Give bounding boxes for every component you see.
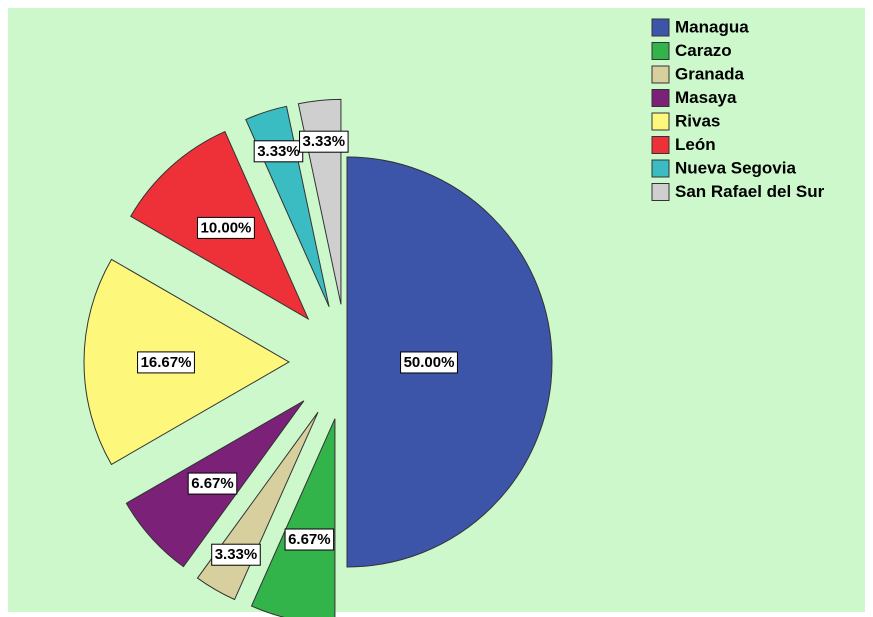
legend-swatch — [651, 89, 670, 107]
legend-swatch — [651, 183, 670, 201]
data-label-box — [211, 543, 261, 566]
legend-swatch — [651, 136, 670, 154]
data-label-box — [284, 528, 335, 551]
data-label: 10.00% — [201, 219, 252, 236]
data-label-box — [197, 216, 255, 239]
legend-label: León — [675, 135, 716, 154]
legend-label: San Rafael del Sur — [675, 182, 825, 201]
legend-label: Masaya — [675, 88, 737, 107]
legend-swatch — [651, 18, 670, 37]
data-label: 16.67% — [141, 354, 192, 371]
legend-label: Granada — [675, 64, 745, 83]
data-label: 6.67% — [191, 475, 234, 492]
pie-slice — [250, 418, 336, 617]
data-label-box — [299, 130, 349, 153]
legend-swatch — [651, 65, 670, 84]
legend-label: Rivas — [675, 111, 720, 130]
legend-swatch — [651, 159, 670, 178]
data-label-box — [400, 351, 458, 374]
legend-label: Nueva Segovia — [675, 158, 796, 177]
data-label: 50.00% — [404, 354, 455, 371]
data-label-box — [187, 472, 238, 495]
legend-swatch — [651, 42, 670, 60]
data-label: 3.33% — [257, 143, 300, 160]
data-label: 6.67% — [288, 531, 331, 548]
data-label: 3.33% — [215, 546, 258, 563]
legend-label: Managua — [675, 17, 749, 36]
data-label-box — [137, 351, 195, 374]
legend-swatch — [651, 112, 670, 131]
data-label: 3.33% — [303, 133, 346, 150]
legend-label: Carazo — [675, 41, 732, 60]
